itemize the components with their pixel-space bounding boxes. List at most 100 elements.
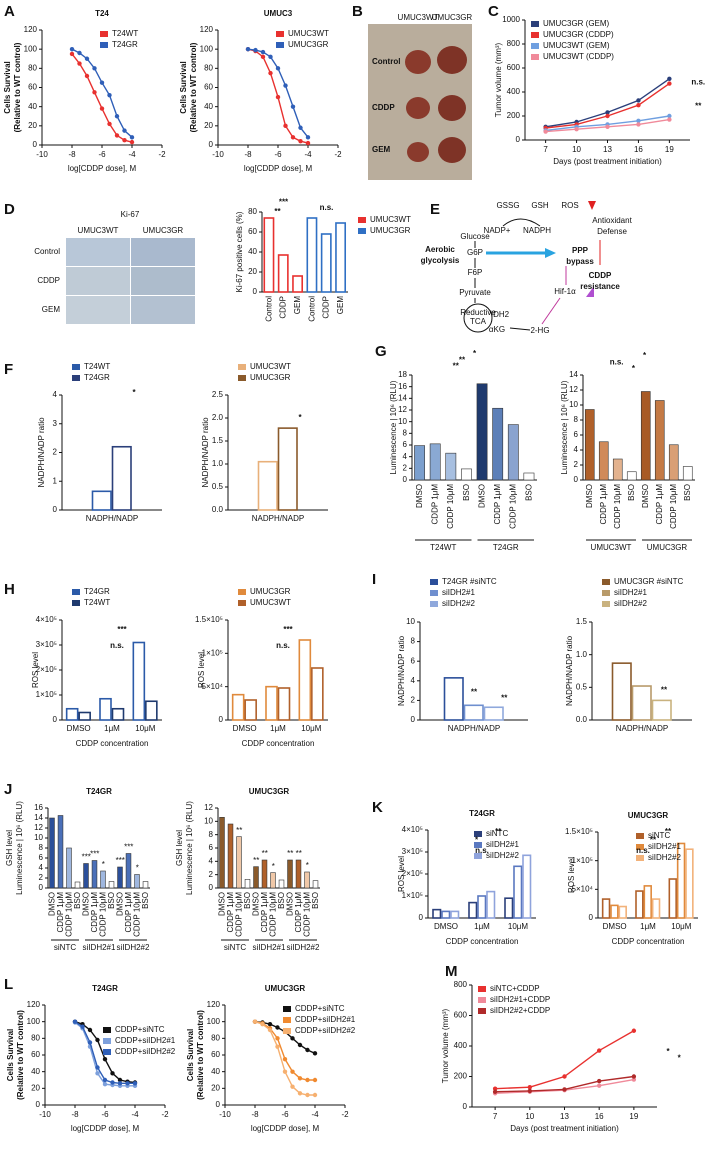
bar — [108, 881, 115, 889]
legend-swatch — [72, 589, 80, 595]
diagram-label: GSH — [531, 201, 549, 210]
y-tick-label: 4×10⁵ — [36, 615, 57, 624]
y-tick-label: 4 — [209, 856, 214, 865]
bar-note: * — [136, 864, 139, 873]
y-tick-label: 0 — [209, 140, 214, 149]
data-point — [132, 1081, 138, 1086]
legend-label: UMUC3WT — [288, 29, 329, 38]
bar — [277, 254, 289, 293]
bar — [134, 874, 140, 889]
y-tick-label: 12 — [398, 405, 407, 414]
annotation: n.s. — [636, 846, 650, 855]
row-label: Control — [34, 247, 60, 256]
data-point — [252, 1019, 258, 1024]
data-point — [77, 61, 82, 66]
bar — [57, 815, 64, 889]
y-tick-label: 60 — [204, 83, 213, 92]
y-tick-label: 12 — [34, 823, 43, 832]
y-axis-label: Luminescence | 10⁶ (RLU) — [15, 801, 24, 895]
bar — [142, 881, 149, 889]
data-point — [275, 66, 281, 71]
x-axis-label: log[CDDP dose], M — [251, 1124, 320, 1133]
y-tick-label: 80 — [204, 63, 213, 72]
data-point — [107, 92, 112, 98]
legend-swatch — [358, 217, 366, 223]
x-tick-label: BSO — [277, 892, 286, 909]
data-point — [631, 1074, 637, 1079]
legend-swatch — [474, 831, 482, 837]
annotation: n.s. — [610, 358, 624, 367]
y-tick-label: 10 — [34, 833, 43, 842]
diagram-label: NADP+ — [484, 226, 511, 235]
data-point — [290, 104, 296, 109]
annotation: ** — [501, 694, 508, 703]
y-tick-label: 100 — [24, 44, 38, 53]
bar — [335, 222, 347, 293]
legend-label: siIDH2#1 — [486, 840, 519, 849]
y-tick-label: 0.5 — [576, 682, 588, 691]
y-tick-label: 3 — [53, 419, 58, 428]
y-tick-label: 1×10⁵ — [572, 856, 593, 865]
y-tick-label: 2×10⁵ — [36, 665, 57, 674]
y-tick-label: 1.5×10⁵ — [565, 827, 593, 836]
bar — [450, 910, 460, 919]
bar — [483, 706, 504, 721]
data-point — [114, 133, 120, 138]
y-tick-label: 800 — [507, 39, 521, 48]
bar-note: *** — [124, 843, 133, 852]
data-point — [290, 1069, 295, 1074]
bar — [477, 895, 487, 919]
y-tick-label: 2.5 — [212, 390, 224, 399]
y-tick-label: 0 — [403, 475, 408, 484]
bar — [99, 697, 112, 721]
group-label: T24WT — [430, 543, 456, 552]
data-point — [312, 1051, 318, 1056]
y-tick-label: 4 — [403, 452, 408, 461]
group-label: siNTC — [54, 943, 76, 952]
bar — [91, 490, 112, 511]
bar — [311, 667, 324, 721]
y-tick-label: 40 — [28, 102, 37, 111]
x-tick-label: BSO — [683, 484, 692, 501]
x-tick-label: -8 — [71, 1110, 79, 1119]
bar — [676, 842, 686, 919]
bar — [236, 836, 242, 889]
bar — [83, 863, 89, 889]
annotation: n.s. — [320, 203, 334, 212]
annotation: n.s. — [691, 78, 705, 87]
y-tick-label: 8 — [411, 637, 416, 646]
diagram-label: resistance — [580, 282, 620, 291]
bar — [244, 699, 257, 721]
legend-label: CDDP+siIDH2#2 — [115, 1047, 176, 1056]
bar — [643, 885, 652, 919]
bar — [523, 472, 535, 481]
y-axis-label: (Relative to WT control) — [189, 42, 198, 132]
y-tick-label: 4 — [411, 676, 416, 685]
x-tick-label: 10 — [572, 145, 581, 154]
legend-label: UMUC3GR — [288, 40, 329, 49]
y-tick-label: 20 — [28, 121, 37, 130]
data-point — [87, 1040, 93, 1045]
tumor — [405, 50, 431, 74]
bar-note: ** — [296, 849, 302, 858]
chart-title: UMUC3GR — [265, 984, 306, 993]
diagram-label: αKG — [489, 325, 505, 334]
y-axis-label: Luminescence | 10⁶ (RLU) — [560, 380, 569, 474]
panel-letter: K — [372, 799, 383, 816]
legend-label: UMUC3GR — [370, 226, 411, 235]
chart-title: T24 — [95, 9, 109, 18]
data-point — [102, 1056, 108, 1062]
bar — [100, 870, 106, 889]
data-point — [596, 1078, 602, 1084]
group-label: UMUC3WT — [591, 543, 632, 552]
data-point — [297, 1091, 303, 1096]
bar — [504, 897, 514, 919]
x-tick-label: -10 — [212, 150, 224, 159]
bar — [145, 700, 158, 721]
chart: 0 20 40 60 80 Ki-67 positive cells (%) Control… — [235, 198, 411, 322]
tumor — [438, 95, 466, 121]
x-tick-label: 10 — [525, 1112, 534, 1121]
x-tick-label: BSO — [141, 892, 150, 909]
bar-note: *** — [82, 853, 91, 862]
x-tick-label: DMSO — [251, 892, 260, 916]
